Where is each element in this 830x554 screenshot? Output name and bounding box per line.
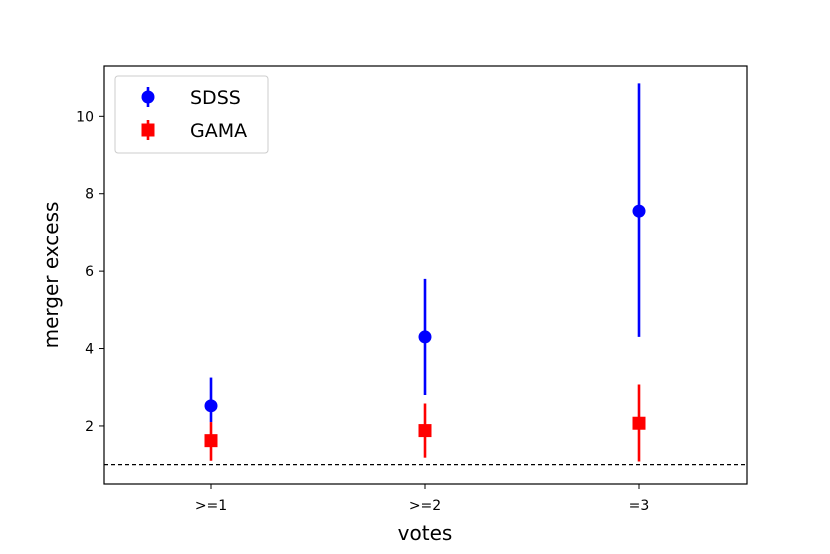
- legend-label: SDSS: [190, 87, 241, 109]
- gama-point: [632, 416, 646, 430]
- errorbar-layer: [209, 83, 641, 462]
- y-tick-label: 4: [85, 342, 94, 358]
- gama-point: [418, 424, 432, 438]
- x-axis-label: votes: [398, 521, 453, 545]
- x-tick-label: >=1: [195, 498, 227, 514]
- sdss-point: [204, 399, 218, 413]
- gama-point: [204, 434, 218, 448]
- marker-layer: [204, 204, 646, 448]
- y-tick-label: 10: [76, 109, 94, 125]
- legend: SDSS GAMA: [114, 75, 269, 154]
- sdss-point: [632, 204, 646, 218]
- legend-swatch-marker: [141, 90, 155, 104]
- y-tick-label: 2: [85, 419, 94, 435]
- y-axis-label: merger excess: [39, 202, 63, 349]
- legend-label: GAMA: [190, 120, 247, 142]
- x-axis: >=1 >=2 =3: [195, 484, 650, 514]
- sdss-point: [418, 330, 432, 344]
- y-axis: 2 4 6 8 10: [76, 109, 104, 435]
- x-tick-label: >=2: [409, 498, 441, 514]
- y-tick-label: 8: [85, 187, 94, 203]
- x-tick-label: =3: [629, 498, 650, 514]
- y-tick-label: 6: [85, 264, 94, 280]
- legend-swatch-marker: [141, 123, 155, 137]
